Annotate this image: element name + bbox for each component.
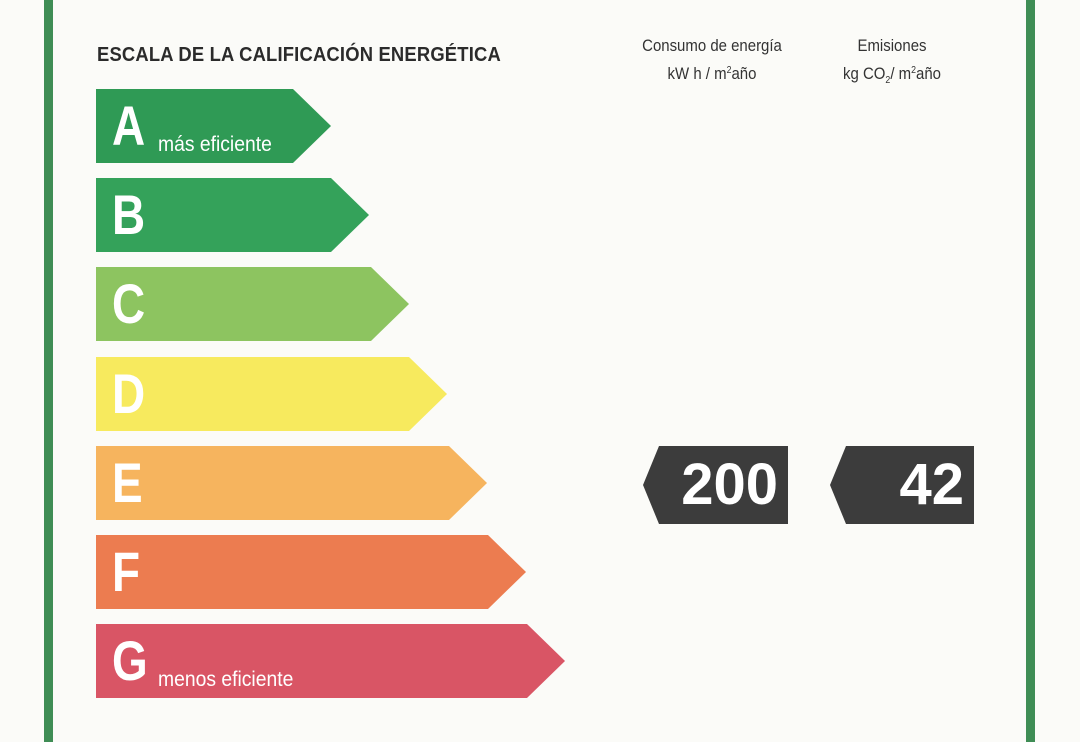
emisiones-header-line2: kg CO2/ m2año (804, 58, 980, 93)
band-letter: C (112, 271, 145, 337)
rating-band-e: E (96, 446, 487, 520)
consumo-header-line2: kW h / m2año (624, 58, 800, 86)
emisiones-header-line1: Emisiones (804, 33, 980, 58)
scale-title: ESCALA DE LA CALIFICACIÓN ENERGÉTICA (97, 44, 501, 67)
rating-band-c: C (96, 267, 409, 341)
consumo-column-header: Consumo de energía kW h / m2año (624, 33, 800, 86)
band-letter: F (112, 539, 140, 605)
emisiones-value-badge: 42 (830, 446, 974, 524)
emisiones-column-header: Emisiones kg CO2/ m2año (804, 33, 980, 93)
consumo-header-line1: Consumo de energía (624, 33, 800, 58)
frame-border-right (1026, 0, 1035, 742)
band-label: menos eficiente (158, 668, 293, 692)
band-label: más eficiente (158, 133, 272, 157)
band-letter: B (112, 182, 145, 248)
band-letter: E (112, 450, 143, 516)
frame-border-left (44, 0, 53, 742)
rating-band-a: A más eficiente (96, 89, 331, 163)
rating-band-d: D (96, 357, 447, 431)
rating-band-g: G menos eficiente (96, 624, 565, 698)
band-letter: D (112, 361, 145, 427)
rating-band-f: F (96, 535, 526, 609)
band-letter: G (112, 628, 148, 694)
consumo-value-badge: 200 (643, 446, 788, 524)
rating-band-b: B (96, 178, 369, 252)
band-letter: A (112, 93, 145, 159)
